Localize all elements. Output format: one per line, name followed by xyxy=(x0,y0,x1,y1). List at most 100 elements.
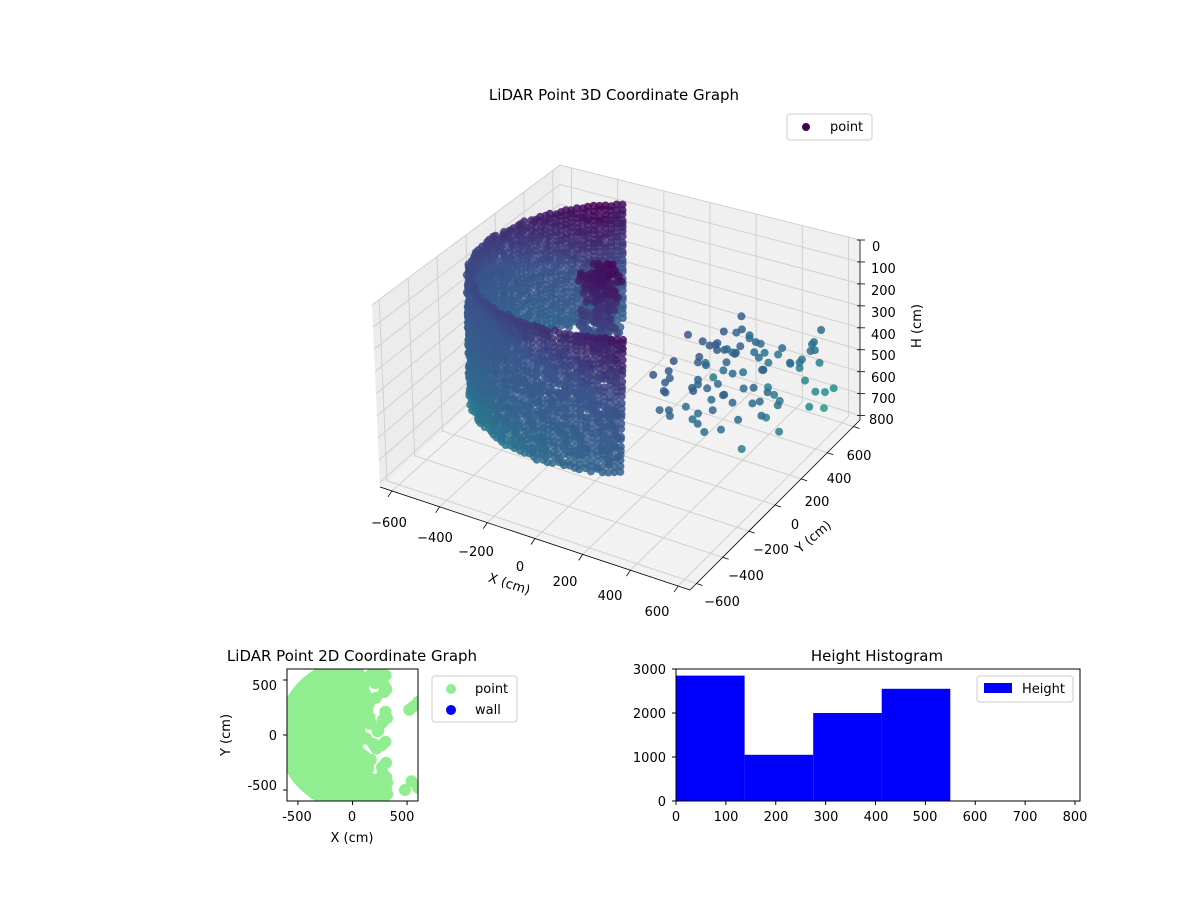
data-point-3d xyxy=(739,368,748,377)
data-point-3d xyxy=(713,379,722,388)
data-point-3d xyxy=(568,307,577,316)
data-point-3d xyxy=(588,392,597,401)
points-group xyxy=(462,200,838,477)
legend-3d: point xyxy=(786,113,873,141)
x-tick xyxy=(530,538,536,545)
chart-3d-title: LiDAR Point 3D Coordinate Graph xyxy=(489,86,739,104)
data-point-3d xyxy=(558,458,567,467)
data-point-3d xyxy=(593,457,602,466)
y-tick-label: 500 xyxy=(252,679,277,694)
data-point-3d xyxy=(565,379,574,388)
x-tick-label: 800 xyxy=(1063,810,1088,825)
data-point-3d xyxy=(606,349,615,358)
data-point-3d xyxy=(604,271,613,280)
data-point-3d xyxy=(764,358,773,367)
data-point-3d xyxy=(748,399,757,408)
data-point-3d xyxy=(571,399,580,408)
data-point-3d xyxy=(702,361,710,370)
data-point-3d xyxy=(514,236,523,245)
legend-label: wall xyxy=(475,703,501,718)
data-point-3d xyxy=(605,456,613,465)
x-tick-label: 0 xyxy=(348,810,356,825)
legend-label: Height xyxy=(1022,682,1065,697)
data-point-3d xyxy=(613,252,621,261)
data-point-3d xyxy=(606,323,615,332)
data-point-3d xyxy=(514,416,522,425)
data-point-3d xyxy=(560,413,568,422)
data-point-3d xyxy=(577,332,586,341)
data-point-3d xyxy=(749,383,758,392)
data-point-2d xyxy=(378,791,391,801)
data-point-3d xyxy=(608,260,617,269)
data-point-2d xyxy=(369,691,382,704)
x-axis-3d-ticks: −600 −400 −200 0 200 400 600 xyxy=(371,516,669,620)
data-point-3d xyxy=(579,250,588,259)
data-point-3d xyxy=(755,397,764,406)
data-point-3d xyxy=(590,221,599,230)
data-point-3d xyxy=(587,419,596,428)
chart-3d: LiDAR Point 3D Coordinate Graph −600 −40… xyxy=(371,86,925,620)
data-point-3d xyxy=(571,337,580,346)
data-point-3d xyxy=(593,424,602,432)
data-point-3d xyxy=(611,436,619,445)
data-point-3d xyxy=(556,267,565,276)
data-point-3d xyxy=(594,375,603,384)
data-point-3d xyxy=(506,239,515,248)
legend-marker xyxy=(802,123,810,131)
data-point-3d xyxy=(532,455,541,464)
data-point-3d xyxy=(533,306,542,315)
data-point-3d xyxy=(600,345,609,354)
data-point-3d xyxy=(543,327,552,336)
data-point-3d xyxy=(588,355,597,364)
chart-2d: LiDAR Point 2D Coordinate Graph -500 0 5… xyxy=(219,647,518,846)
data-point-3d xyxy=(582,392,591,401)
data-point-3d xyxy=(612,367,621,376)
data-point-3d xyxy=(661,378,670,387)
y-tick-label: 0 xyxy=(269,729,277,744)
data-point-3d xyxy=(713,346,722,354)
data-point-3d xyxy=(552,246,561,255)
data-point-3d xyxy=(589,334,598,343)
data-point-3d xyxy=(590,318,599,327)
data-point-3d xyxy=(582,350,591,358)
y-axis-hist-ticks: 0 1000 2000 3000 xyxy=(633,663,666,810)
y-tick xyxy=(722,556,729,560)
data-point-3d xyxy=(575,449,584,458)
data-point-3d xyxy=(568,288,577,296)
data-point-3d xyxy=(617,419,626,428)
x-tick xyxy=(435,506,440,514)
data-point-3d xyxy=(655,406,664,415)
data-point-3d xyxy=(527,216,536,225)
data-point-3d xyxy=(557,231,566,240)
data-point-3d xyxy=(612,379,621,388)
data-point-3d xyxy=(554,361,562,370)
data-point-3d xyxy=(817,326,826,334)
data-point-3d xyxy=(579,236,588,245)
data-point-3d xyxy=(731,348,740,357)
data-point-3d xyxy=(728,398,737,407)
data-point-2d xyxy=(380,712,393,725)
data-point-3d xyxy=(707,395,716,404)
data-point-3d xyxy=(570,432,579,441)
data-point-3d xyxy=(693,419,702,428)
x-tick-label: 0 xyxy=(516,560,524,575)
data-point-3d xyxy=(533,423,542,432)
data-point-3d xyxy=(564,447,573,456)
x-tick-label: 200 xyxy=(764,810,789,825)
legend-marker xyxy=(446,705,456,715)
z-tick-label: 600 xyxy=(871,371,896,386)
data-point-3d xyxy=(754,353,763,362)
data-point-3d xyxy=(598,468,607,477)
data-point-3d xyxy=(582,375,591,384)
data-point-3d xyxy=(528,348,536,357)
data-point-2d xyxy=(364,753,377,766)
data-point-3d xyxy=(555,328,564,337)
data-point-3d xyxy=(605,393,614,402)
data-point-3d xyxy=(688,415,697,424)
z-tick-label: 100 xyxy=(871,262,896,277)
data-point-3d xyxy=(573,210,581,219)
data-point-3d xyxy=(599,414,608,422)
data-point-3d xyxy=(523,223,532,232)
data-point-3d xyxy=(543,441,551,450)
